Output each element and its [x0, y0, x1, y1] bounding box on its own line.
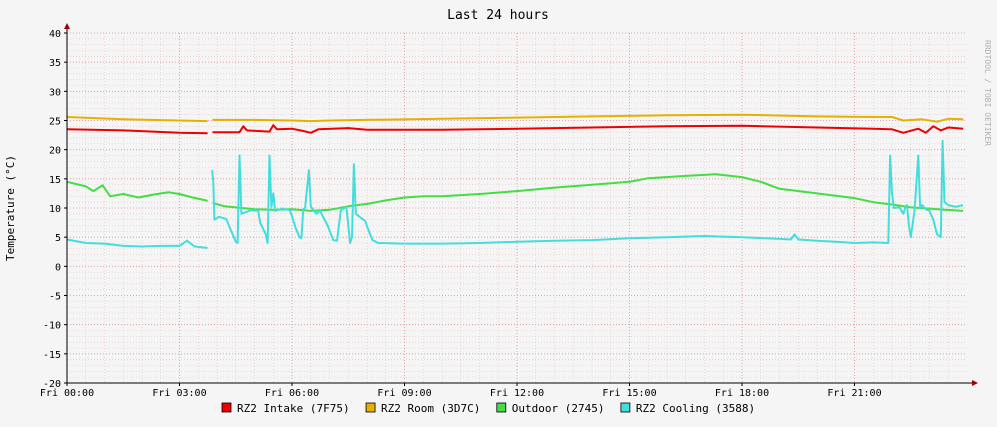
chart-title: Last 24 hours — [447, 8, 549, 23]
legend-swatch — [496, 402, 507, 413]
series-line-2 — [66, 113, 964, 123]
legend-swatch — [221, 402, 232, 413]
y-tick-label: -15 — [43, 350, 61, 361]
y-tick-label: 15 — [49, 175, 61, 186]
y-tick-label: -20 — [43, 379, 61, 390]
rrdtool-watermark: RRDTOOL / TOBI OETIKER — [983, 40, 992, 146]
y-tick-label: -10 — [43, 321, 61, 332]
x-tick-label: Fri 00:00 — [40, 388, 94, 399]
x-tick-label: Fri 15:00 — [602, 388, 656, 399]
y-tick-label: 0 — [55, 262, 61, 273]
legend-swatch — [620, 402, 631, 413]
series-line-3 — [66, 173, 964, 212]
y-tick-label: 5 — [55, 233, 61, 244]
axes — [64, 23, 978, 386]
legend: RZ2 Intake (7F75) RZ2 Room (3D7C) Outdoor … — [221, 402, 755, 415]
x-tick-labels: Fri 00:00 Fri 03:00 Fri 06:00 Fri 09:00 Fri … — [40, 388, 882, 399]
y-tick-label: 25 — [49, 117, 61, 128]
x-axis-arrow — [972, 380, 978, 386]
y-axis-arrow — [64, 23, 70, 29]
series-layer — [66, 113, 964, 249]
legend-label: RZ2 Cooling (3588) — [636, 402, 755, 415]
y-tick-label: -5 — [49, 292, 61, 303]
minor-grid — [67, 33, 967, 383]
legend-label: Outdoor (2745) — [512, 402, 605, 415]
legend-label: RZ2 Room (3D7C) — [381, 402, 480, 415]
x-tick-label: Fri 09:00 — [377, 388, 431, 399]
x-tick-label: Fri 21:00 — [827, 388, 881, 399]
y-tick-label: 30 — [49, 87, 61, 98]
x-tick-label: Fri 06:00 — [265, 388, 319, 399]
x-tick-label: Fri 12:00 — [490, 388, 544, 399]
legend-swatch — [365, 402, 376, 413]
x-tick-label: Fri 18:00 — [715, 388, 769, 399]
y-tick-labels: 40 35 30 25 20 15 10 5 0 -5 -10 -15 -20 — [43, 29, 61, 390]
series-line-1 — [66, 124, 964, 135]
legend-label: RZ2 Intake (7F75) — [237, 402, 350, 415]
y-tick-label: 10 — [49, 204, 61, 215]
y-tick-label: 40 — [49, 29, 61, 40]
y-axis-label: Temperature (°C) — [4, 155, 17, 261]
series-line-4 — [66, 139, 964, 249]
y-tick-label: 35 — [49, 58, 61, 69]
x-tick-label: Fri 03:00 — [152, 388, 206, 399]
y-tick-label: 20 — [49, 146, 61, 157]
